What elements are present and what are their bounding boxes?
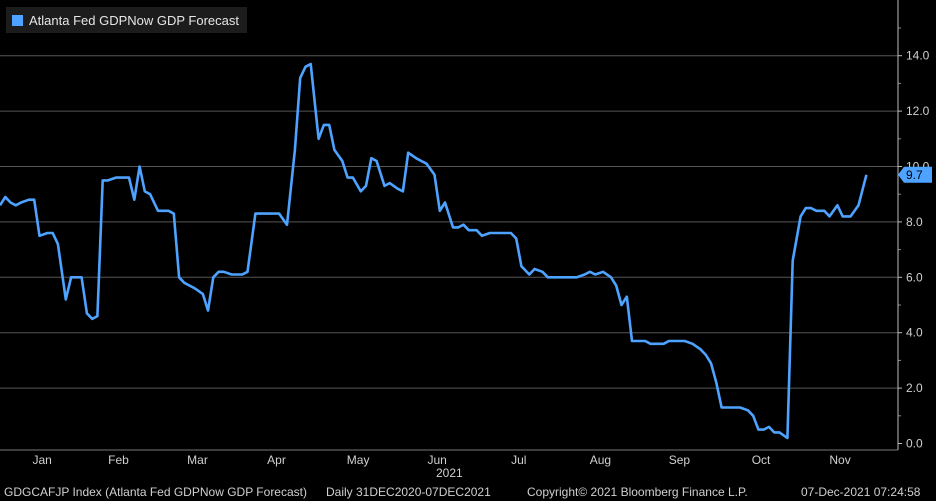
y-tick-label: 12.0: [906, 104, 930, 118]
y-tick-label: 8.0: [906, 215, 923, 229]
x-tick-label: Feb: [108, 453, 129, 467]
legend: Atlanta Fed GDPNow GDP Forecast: [6, 7, 248, 33]
x-tick-label: Mar: [187, 453, 208, 467]
footer: GDGCAFJP Index (Atlanta Fed GDPNow GDP F…: [0, 481, 936, 501]
x-tick-label: May: [347, 453, 370, 467]
x-tick-label: Sep: [669, 453, 691, 467]
x-tick-label: Nov: [829, 453, 850, 467]
x-tick-label: Apr: [267, 453, 286, 467]
gridlines: [0, 27, 902, 451]
x-tick-label: Jan: [32, 453, 51, 467]
last-value-marker: [898, 166, 932, 183]
y-tick-label: 2.0: [906, 381, 923, 395]
last-value-label: 9.7: [906, 168, 923, 182]
y-tick-label: 6.0: [906, 270, 923, 284]
last-value-tag: 9.7: [898, 166, 932, 183]
y-tick-label: 0.0: [906, 437, 923, 451]
x-axis-labels: Jan Feb Mar Apr May Jun Jul Aug Sep Oct Nov: [32, 453, 850, 467]
y-tick-label: 4.0: [906, 326, 923, 340]
y-axis-labels: 0.02.04.06.08.010.012.014.0: [906, 49, 930, 451]
series-line-gdpnow: [0, 62, 868, 440]
footer-copyright: Copyright© 2021 Bloomberg Finance L.P.: [527, 485, 748, 499]
x-tick-label: Oct: [752, 453, 771, 467]
y-tick-label: 14.0: [906, 49, 930, 63]
chart-area: Jan Feb Mar Apr May Jun Jul Aug Sep Oct Nov 0.0 2.0…: [0, 0, 932, 467]
footer-ticker: GDGCAFJP Index (Atlanta Fed GDPNow GDP F…: [4, 485, 307, 499]
legend-label: Atlanta Fed GDPNow GDP Forecast: [29, 12, 240, 28]
footer-timestamp: 07-Dec-2021 07:24:58: [801, 485, 921, 499]
x-tick-label: Jul: [511, 453, 526, 467]
x-tick-label: Aug: [590, 453, 611, 467]
footer-range: Daily 31DEC2020-07DEC2021: [326, 485, 491, 499]
x-tick-label: Jun: [427, 453, 446, 467]
year-label: 2021: [436, 466, 463, 480]
legend-swatch-icon: [12, 14, 23, 26]
